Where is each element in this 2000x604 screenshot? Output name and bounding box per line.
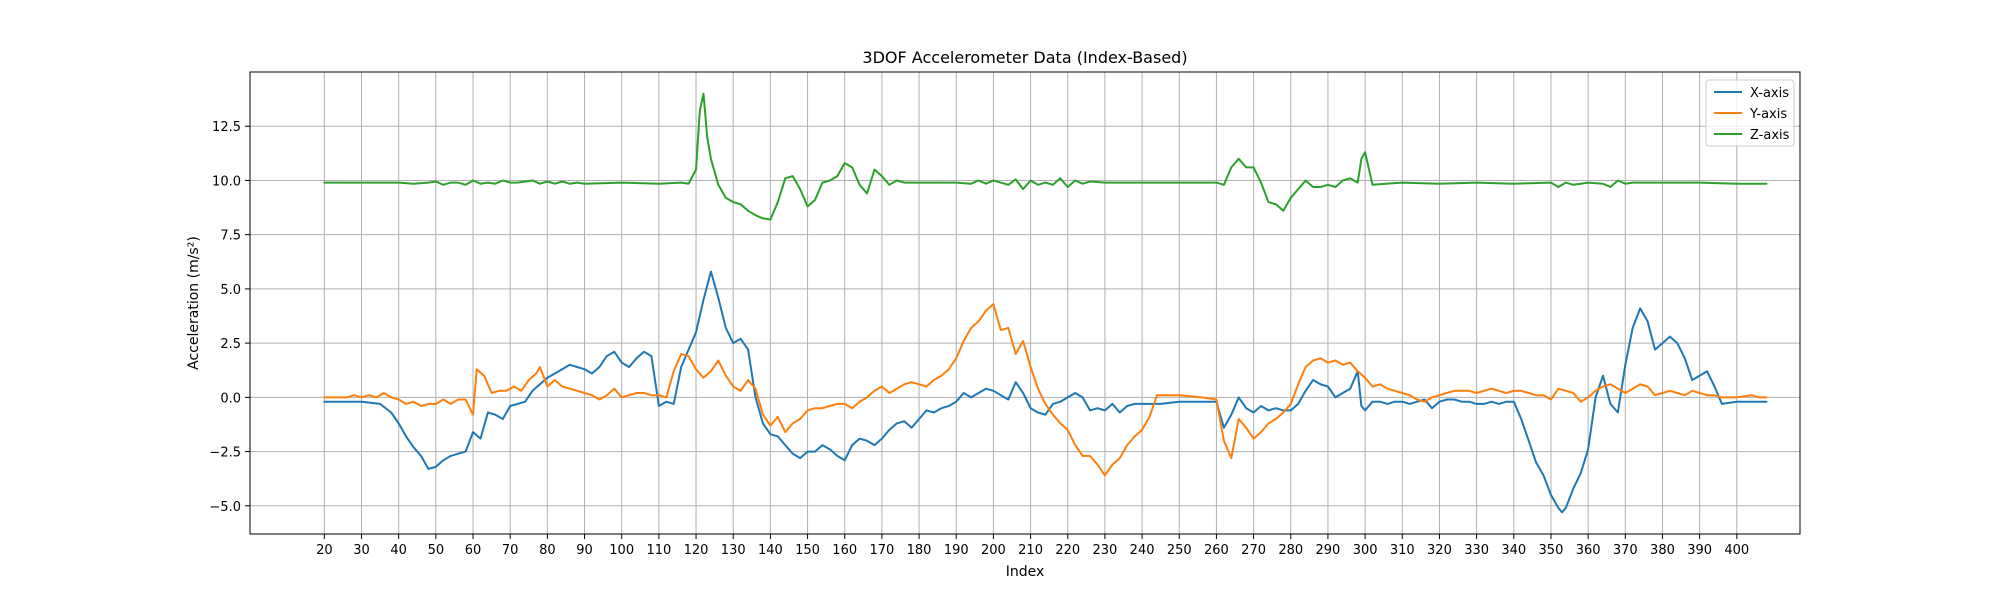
x-tick-label: 180: [907, 543, 932, 558]
y-tick-label: 7.5: [220, 229, 241, 244]
x-tick-label: 120: [684, 543, 709, 558]
x-tick-label: 400: [1724, 543, 1749, 558]
x-tick-label: 200: [981, 543, 1006, 558]
x-tick-label: 290: [1316, 543, 1341, 558]
y-axis-ticks: −5.0 −2.5 0.0 2.5 5.0 7.5 10.0 12.5: [209, 120, 250, 515]
y-tick-label: 12.5: [212, 120, 241, 135]
x-tick-label: 330: [1464, 543, 1489, 558]
legend-box: [1705, 79, 1795, 147]
legend-label-z-axis: Z-axis: [1750, 128, 1790, 143]
x-tick-label: 270: [1241, 543, 1266, 558]
y-tick-label: 5.0: [220, 283, 241, 298]
x-tick-label: 80: [539, 543, 556, 558]
y-tick-label: −5.0: [209, 500, 241, 515]
x-tick-label: 170: [869, 543, 894, 558]
x-tick-label: 390: [1687, 543, 1712, 558]
legend: X-axis Y-axis Z-axis: [1705, 79, 1795, 147]
x-axis-label: Index: [1006, 564, 1045, 580]
x-tick-label: 300: [1353, 543, 1378, 558]
x-tick-label: 60: [465, 543, 482, 558]
x-tick-label: 150: [795, 543, 820, 558]
y-tick-label: −2.5: [209, 446, 241, 461]
x-tick-label: 30: [353, 543, 370, 558]
x-tick-label: 50: [428, 543, 445, 558]
x-tick-label: 210: [1018, 543, 1043, 558]
grid-lines: [250, 72, 1800, 534]
x-tick-label: 380: [1650, 543, 1675, 558]
x-axis-ticks: 20 30 40 50 60 70 80 90 100 110 120 130 140 150 160 170…: [316, 534, 1749, 558]
x-tick-label: 370: [1613, 543, 1638, 558]
series-line-z-axis: [323, 92, 1768, 221]
x-tick-label: 230: [1093, 543, 1118, 558]
x-tick-label: 70: [502, 543, 519, 558]
x-tick-label: 320: [1427, 543, 1452, 558]
legend-label-x-axis: X-axis: [1750, 86, 1789, 101]
y-tick-label: 10.0: [212, 174, 241, 189]
y-axis-label: Acceleration (m/s²): [186, 236, 202, 370]
x-tick-label: 90: [576, 543, 593, 558]
x-tick-label: 190: [944, 543, 969, 558]
x-tick-label: 140: [758, 543, 783, 558]
y-tick-label: 0.0: [220, 391, 241, 406]
x-tick-label: 240: [1130, 543, 1155, 558]
x-tick-label: 250: [1167, 543, 1192, 558]
plot-area-frame: [249, 71, 1801, 535]
x-tick-label: 340: [1501, 543, 1526, 558]
x-tick-label: 20: [316, 543, 333, 558]
x-tick-label: 310: [1390, 543, 1415, 558]
x-tick-label: 260: [1204, 543, 1229, 558]
series-lines: [323, 92, 1768, 514]
x-tick-label: 40: [390, 543, 407, 558]
x-tick-label: 350: [1539, 543, 1564, 558]
x-tick-label: 100: [609, 543, 634, 558]
x-tick-label: 160: [832, 543, 857, 558]
x-tick-label: 130: [721, 543, 746, 558]
x-tick-label: 360: [1576, 543, 1601, 558]
x-tick-label: 220: [1055, 543, 1080, 558]
legend-label-y-axis: Y-axis: [1749, 107, 1787, 122]
x-tick-label: 280: [1278, 543, 1303, 558]
series-line-y-axis: [323, 303, 1768, 477]
x-tick-label: 110: [646, 543, 671, 558]
chart-title: 3DOF Accelerometer Data (Index-Based): [862, 48, 1187, 67]
y-tick-label: 2.5: [220, 337, 241, 352]
series-line-x-axis: [323, 270, 1768, 514]
